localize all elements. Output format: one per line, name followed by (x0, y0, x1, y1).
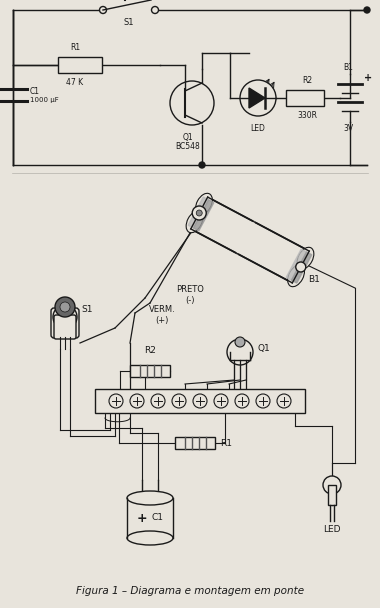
Circle shape (55, 297, 75, 317)
Text: S1: S1 (81, 305, 92, 314)
Text: +: + (137, 511, 147, 525)
Polygon shape (194, 200, 293, 273)
Circle shape (214, 394, 228, 408)
Bar (230, 350, 250, 360)
Bar (175, 437, 215, 449)
Circle shape (296, 262, 306, 272)
Ellipse shape (196, 193, 212, 215)
Circle shape (192, 206, 206, 220)
Text: R2: R2 (302, 76, 312, 85)
Circle shape (151, 394, 165, 408)
Text: C1: C1 (152, 514, 164, 522)
Text: (-): (-) (185, 295, 195, 305)
Text: B1: B1 (308, 275, 320, 285)
Text: (+): (+) (155, 316, 169, 325)
FancyBboxPatch shape (54, 315, 76, 339)
Bar (328, 485, 336, 505)
Circle shape (196, 210, 202, 216)
Ellipse shape (297, 247, 314, 269)
Circle shape (235, 337, 245, 347)
Text: LED: LED (323, 525, 341, 534)
Circle shape (172, 394, 186, 408)
Text: S1: S1 (124, 18, 134, 27)
Circle shape (193, 394, 207, 408)
Circle shape (53, 305, 77, 329)
Circle shape (152, 7, 158, 13)
Ellipse shape (127, 491, 173, 505)
Polygon shape (193, 200, 214, 231)
Text: R2: R2 (144, 346, 156, 355)
Ellipse shape (127, 531, 173, 545)
Polygon shape (191, 197, 309, 283)
Bar (58, 57, 102, 73)
Circle shape (60, 302, 70, 312)
Bar (95, 389, 305, 413)
Text: 330R: 330R (297, 111, 317, 120)
Bar (127, 498, 173, 538)
Circle shape (235, 394, 249, 408)
Text: R1: R1 (70, 43, 80, 52)
Circle shape (227, 339, 253, 365)
Polygon shape (291, 252, 312, 283)
Text: +: + (364, 73, 372, 83)
Text: BC548: BC548 (176, 142, 200, 151)
FancyBboxPatch shape (51, 308, 79, 338)
Circle shape (130, 394, 144, 408)
Text: Q1: Q1 (183, 133, 193, 142)
Polygon shape (188, 197, 209, 228)
Circle shape (323, 476, 341, 494)
Circle shape (240, 80, 276, 116)
Text: 1000 μF: 1000 μF (30, 97, 59, 103)
Text: C1: C1 (30, 86, 40, 95)
Text: 47 K: 47 K (66, 78, 84, 87)
Circle shape (170, 81, 214, 125)
Circle shape (256, 394, 270, 408)
Text: Figura 1 – Diagrama e montagem em ponte: Figura 1 – Diagrama e montagem em ponte (76, 586, 304, 596)
Circle shape (199, 162, 205, 168)
Text: LED: LED (250, 124, 266, 133)
Circle shape (277, 394, 291, 408)
Bar (286, 90, 324, 106)
Ellipse shape (186, 211, 203, 233)
Text: B1: B1 (343, 63, 353, 72)
Polygon shape (234, 221, 306, 280)
Text: 3V: 3V (343, 124, 353, 133)
Circle shape (109, 394, 123, 408)
Polygon shape (249, 88, 265, 108)
Circle shape (364, 7, 370, 13)
Text: R1: R1 (220, 438, 232, 447)
Text: VERM.: VERM. (149, 305, 176, 314)
Ellipse shape (288, 265, 304, 287)
Text: PRETO: PRETO (176, 286, 204, 294)
Text: Q1: Q1 (258, 344, 271, 353)
Polygon shape (286, 249, 307, 280)
Bar (130, 365, 170, 377)
Circle shape (100, 7, 106, 13)
